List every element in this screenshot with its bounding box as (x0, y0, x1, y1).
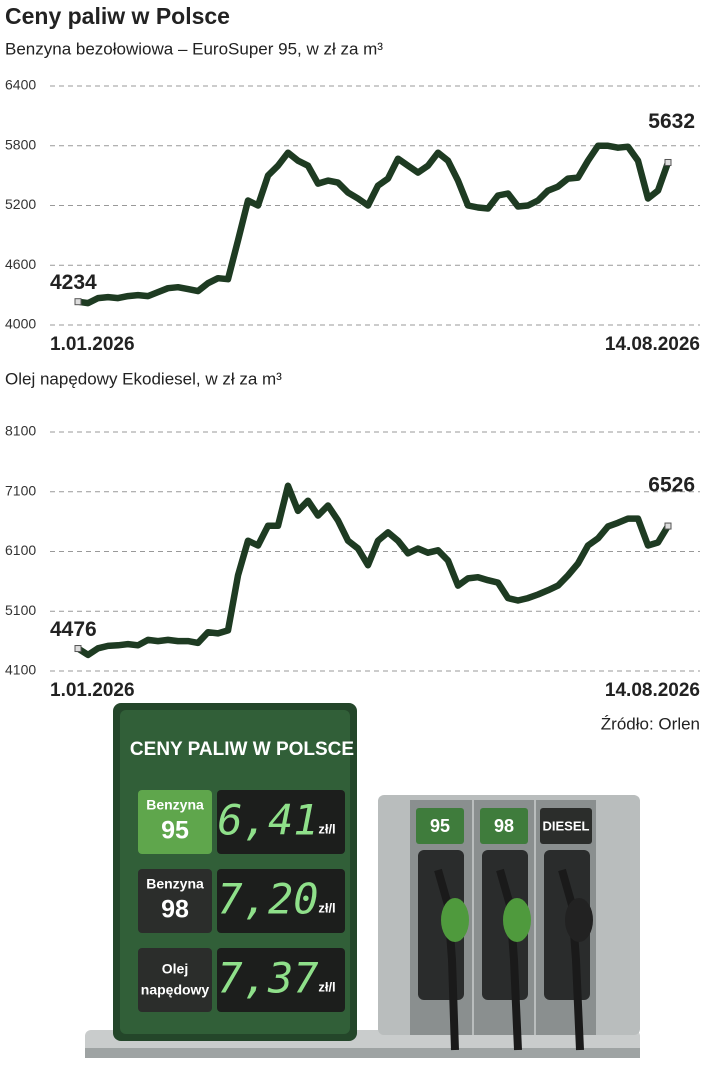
pump-label: 98 (494, 816, 514, 836)
nozzle-grip (441, 898, 469, 942)
nozzle-grip (503, 898, 531, 942)
platform-edge (85, 1048, 640, 1058)
y-tick-label: 4600 (5, 256, 36, 272)
y-tick-label: 5200 (5, 196, 36, 212)
x-tick-label: 14.08.2026 (605, 334, 700, 355)
data-line (74, 142, 672, 307)
end-marker (74, 645, 82, 653)
title: Ceny paliw w Polsce (5, 3, 230, 29)
y-tick-label: 4000 (5, 316, 36, 332)
y-tick-label: 5100 (5, 602, 36, 618)
x-tick-label: 1.01.2026 (50, 334, 135, 355)
price: 7,20 (217, 875, 318, 924)
data-line (74, 482, 672, 659)
end-marker (664, 522, 672, 530)
label-box (138, 790, 212, 854)
pump-label-box (416, 808, 464, 844)
unit: zł/l (318, 900, 335, 915)
end-marker (664, 158, 672, 166)
x-tick-label: 1.01.2026 (50, 680, 135, 701)
pump-label: 95 (430, 816, 450, 836)
value-label: 4476 (50, 618, 97, 641)
display (217, 790, 345, 854)
pump-label-box (540, 808, 592, 844)
fuel-label: napędowy (141, 982, 210, 998)
display (217, 948, 345, 1012)
fuel-label: Benzyna (146, 797, 204, 813)
illustration: CENY PALIW W POLSCE Benzyna 95 Benzyna 9… (85, 703, 640, 1058)
subtitle: Olej napędowy Ekodiesel, w zł za m³ (5, 369, 282, 388)
y-tick-label: 8100 (5, 423, 36, 439)
price: 6,41 (217, 796, 318, 845)
sign-title: CENY PALIW W POLSCE (130, 739, 354, 760)
fuel-label: 95 (161, 817, 189, 845)
label-box (138, 948, 212, 1012)
fuel-label: Olej (162, 961, 188, 977)
price: 7,37 (217, 954, 318, 1003)
fuel-label: Benzyna (146, 876, 204, 892)
pump-label-box (480, 808, 528, 844)
y-tick-label: 7100 (5, 482, 36, 498)
pump-label: DIESEL (543, 818, 590, 833)
value-label: 4234 (50, 271, 97, 294)
subtitle: Benzyna bezołowiowa – EuroSuper 95, w zł… (5, 39, 383, 58)
nozzle-grip (565, 898, 593, 942)
source: Źródło: Orlen (601, 714, 700, 733)
y-tick-label: 6400 (5, 77, 36, 93)
display (217, 869, 345, 933)
value-label: 5632 (648, 110, 695, 133)
value-label: 6526 (648, 474, 695, 497)
unit: zł/l (318, 821, 335, 836)
y-tick-label: 6100 (5, 542, 36, 558)
unit: zł/l (318, 979, 335, 994)
x-tick-label: 14.08.2026 (605, 680, 700, 701)
y-tick-label: 5800 (5, 136, 36, 152)
end-marker (74, 298, 82, 306)
label-box (138, 869, 212, 933)
y-tick-label: 4100 (5, 662, 36, 678)
fuel-label: 98 (161, 896, 189, 924)
